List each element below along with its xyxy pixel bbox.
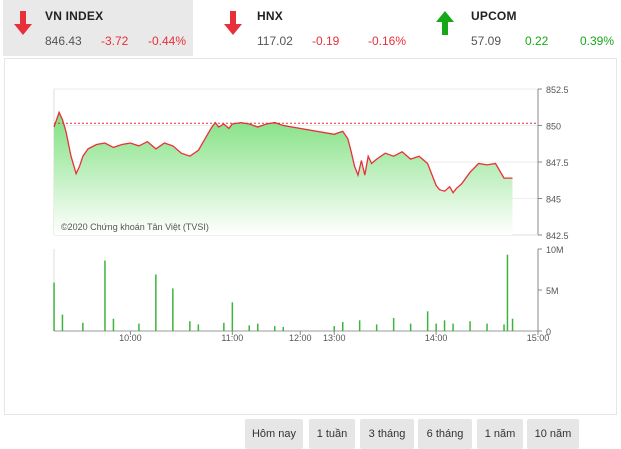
volume-bar: [138, 323, 140, 331]
volume-bar: [223, 322, 225, 331]
range-button-1-week[interactable]: 1 tuần: [309, 419, 355, 449]
tab-upcom[interactable]: UPCOM 57.09 0.22 0.39%: [425, 0, 621, 56]
volume-bar: [435, 323, 437, 331]
range-button-6-months[interactable]: 6 tháng: [418, 419, 472, 449]
index-percent: -0.16%: [368, 34, 407, 48]
arrow-down-icon: [14, 11, 32, 35]
volume-bar: [104, 260, 106, 331]
index-value: 117.02: [257, 34, 293, 48]
volume-bar: [61, 314, 64, 331]
volume-bar: [375, 324, 378, 331]
volume-bar: [503, 324, 505, 331]
intraday-chart: 852.5 850 847.5 845 842.5 ©2020 Chứng khoán T…: [53, 85, 569, 343]
volume-bar: [506, 254, 509, 331]
copyright-text: ©2020 Chứng khoán Tân Việt (TVSI): [61, 222, 209, 232]
chart-panel: 852.5 850 847.5 845 842.5 ©2020 Chứng khoán T…: [4, 58, 617, 449]
arrow-up-icon: [436, 11, 454, 35]
volume-bar: [358, 320, 361, 331]
volume-tick-label: 10M: [546, 245, 564, 255]
volume-bar: [248, 325, 250, 331]
range-button-1-year[interactable]: 1 năm: [477, 419, 523, 449]
index-change: -3.72: [101, 34, 129, 48]
price-tick-label: 852.5: [546, 85, 569, 95]
volume-bar: [172, 288, 174, 331]
index-percent: -0.44%: [148, 34, 187, 48]
price-tick-label: 850: [546, 122, 561, 132]
index-name: HNX: [257, 9, 283, 23]
price-area: [54, 112, 513, 235]
price-line: [53, 110, 513, 194]
volume-bar: [409, 323, 412, 331]
volume-bar: [197, 324, 200, 331]
volume-bar: [82, 322, 84, 331]
volume-bar: [155, 274, 157, 331]
index-value: 57.09: [471, 34, 502, 48]
index-change: 0.22: [525, 34, 549, 48]
volume-bar: [112, 318, 115, 331]
time-tick-label: 12:00: [289, 333, 312, 343]
tab-hnx[interactable]: HNX 117.02 -0.19 -0.16%: [213, 0, 413, 56]
price-tick-label: 847.5: [546, 158, 569, 168]
volume-bar: [257, 323, 259, 331]
index-tabs: VN INDEX 846.43 -3.72 -0.44% HNX 117.02 …: [0, 0, 621, 56]
volume-bar: [274, 326, 276, 331]
index-name: UPCOM: [471, 9, 517, 23]
volume-bar: [333, 326, 335, 331]
volume-bar: [392, 317, 395, 331]
index-name: VN INDEX: [45, 9, 104, 23]
tab-vn-index[interactable]: VN INDEX 846.43 -3.72 -0.44%: [3, 0, 193, 56]
index-value: 846.43: [45, 34, 82, 48]
index-change: -0.19: [312, 34, 340, 48]
price-tick-label: 842.5: [546, 231, 569, 241]
volume-bar: [452, 323, 454, 331]
time-tick-label: 11:00: [221, 333, 243, 343]
volume-bar: [282, 326, 284, 331]
volume-bar: [189, 321, 191, 331]
index-percent: 0.39%: [580, 34, 615, 48]
volume-bar: [511, 318, 514, 331]
volume-bar: [342, 322, 344, 331]
volume-tick-label: 5M: [546, 286, 559, 296]
arrow-down-icon: [224, 11, 242, 35]
time-tick-label: 15:00: [527, 333, 550, 343]
price-tick-label: 845: [546, 195, 561, 205]
range-button-3-months[interactable]: 3 tháng: [360, 419, 414, 449]
volume-bar: [486, 323, 488, 331]
volume-tick-label: 0: [546, 327, 551, 337]
volume-bar: [53, 282, 55, 331]
time-tick-label: 13:00: [323, 333, 346, 343]
volume-bar: [231, 302, 234, 331]
volume-bar: [443, 320, 446, 331]
range-button-10-years[interactable]: 10 năm: [527, 419, 579, 449]
range-button-today[interactable]: Hôm nay: [245, 419, 303, 449]
volume-bar: [426, 311, 429, 331]
time-tick-label: 14:00: [425, 333, 448, 343]
volume-bar: [469, 321, 471, 331]
time-tick-label: 10:00: [119, 333, 142, 343]
